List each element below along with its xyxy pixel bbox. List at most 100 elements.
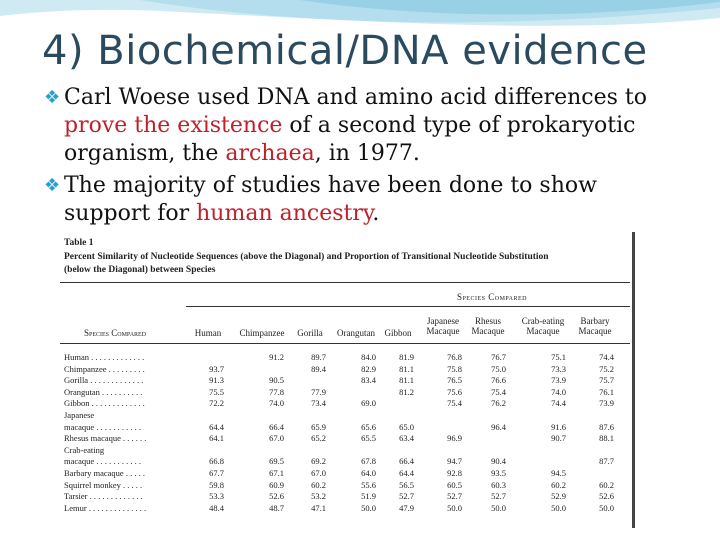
bullet-text: Carl Woese used DNA and amino acid diffe… — [44, 84, 704, 168]
column-header-text: Macaque — [426, 326, 460, 336]
table-cell: 75.4 — [491, 386, 506, 397]
table-cell: 76.1 — [599, 386, 614, 397]
table-cell: 75.8 — [447, 363, 462, 374]
bullet-line: prove the existence of a second type of … — [44, 112, 704, 140]
table-cell: 65.9 — [311, 421, 326, 432]
row-label: Lemur . . . . . . . . . . . . . . — [64, 502, 147, 513]
row-label: Human . . . . . . . . . . . . . — [64, 352, 145, 362]
table-cell: 76.5 — [447, 375, 462, 386]
row-label: Orangutan . . . . . . . . . . — [64, 386, 143, 397]
table-cell: 75.0 — [491, 363, 506, 374]
column-header: Orangutan — [332, 328, 380, 338]
column-header-text: Macaque — [578, 326, 612, 336]
table-cell: 60.2 — [599, 479, 614, 490]
table-cell: 67.1 — [269, 468, 284, 478]
table-cell: 72.2 — [209, 398, 224, 409]
table-rule — [60, 282, 630, 283]
table-cell: 69.5 — [269, 456, 284, 467]
table-cell: 91.3 — [209, 375, 224, 386]
table-cell: 93.7 — [209, 363, 224, 374]
table-caption-line-2: (below the Diagonal) between Species — [64, 265, 216, 275]
table-cell: 94.5 — [551, 468, 566, 478]
column-header-text: Orangutan — [337, 328, 375, 338]
table-cell: 64.4 — [209, 421, 224, 432]
table-cell: 81.1 — [399, 375, 414, 386]
table-cell: 60.2 — [311, 479, 326, 490]
table-cell: 74.4 — [551, 398, 566, 409]
table-cell: 75.2 — [599, 363, 614, 374]
bullet-human-ancestry: ❖ The majority of studies have been done… — [44, 172, 704, 228]
table-cell: 47.1 — [311, 502, 326, 513]
table-cell: 64.0 — [361, 468, 376, 478]
table-cell: 75.7 — [599, 375, 614, 386]
table-cell: 91.2 — [269, 352, 284, 362]
table-cell: 84.0 — [361, 352, 376, 362]
table-cell: 76.2 — [491, 398, 506, 409]
table-cell: 67.0 — [311, 468, 326, 478]
row-label: Tarsier . . . . . . . . . . . . . — [64, 491, 143, 502]
table-cell: 50.0 — [551, 502, 566, 513]
table-cell: 53.2 — [311, 491, 326, 502]
column-header-text: Chimpanzee — [239, 328, 285, 338]
table-cell: 56.5 — [399, 479, 414, 490]
row-label: macaque . . . . . . . . . . . — [64, 421, 141, 432]
table-cell: 65.5 — [361, 433, 376, 444]
table-cell: 96.4 — [491, 421, 506, 432]
table-label: Table 1 — [64, 238, 94, 248]
table-cell: 60.3 — [491, 479, 506, 490]
row-label: Gibbon . . . . . . . . . . . . . — [64, 398, 145, 409]
table-cell: 66.8 — [209, 456, 224, 467]
table-cell: 50.0 — [361, 502, 376, 513]
table-cell: 83.4 — [361, 375, 376, 386]
table-cell: 67.7 — [209, 468, 224, 478]
table-cell: 64.4 — [399, 468, 414, 478]
table-cell: 67.0 — [269, 433, 284, 444]
bullet-icon: ❖ — [44, 87, 61, 108]
table-cell: 81.2 — [399, 386, 414, 397]
table-cell: 74.0 — [551, 386, 566, 397]
column-header-text: Barbary — [580, 316, 610, 326]
decorative-swoosh — [0, 0, 720, 26]
column-header: Human — [188, 328, 228, 338]
column-header: Chimpanzee — [236, 328, 288, 338]
row-label: Crab-eating — [64, 444, 105, 455]
table-cell: 81.1 — [399, 363, 414, 374]
row-header: Species Compared — [84, 328, 147, 338]
bullet-icon: ❖ — [44, 175, 61, 196]
table-cell: 52.7 — [491, 491, 506, 502]
column-header-text: Human — [194, 328, 222, 338]
column-header-text: Crab-eating — [521, 316, 565, 326]
emphasis-text: archaea — [225, 141, 315, 166]
table-cell: 52.6 — [599, 491, 614, 502]
column-header-text: Rhesus — [474, 316, 501, 326]
row-label: Gorilla . . . . . . . . . . . . . — [64, 375, 144, 386]
row-label: Chimpanzee . . . . . . . . . — [64, 363, 145, 374]
bullet-line: The majority of studies have been done t… — [44, 172, 704, 200]
bullet-woese: ❖ Carl Woese used DNA and amino acid dif… — [44, 84, 704, 168]
table-cell: 90.5 — [269, 375, 284, 386]
bullet-line: Carl Woese used DNA and amino acid diffe… — [44, 84, 704, 112]
table-cell: 69.0 — [361, 398, 376, 409]
table-cell: 90.7 — [551, 433, 566, 444]
table-cell: 96.9 — [447, 433, 462, 444]
table-cell: 60.2 — [551, 479, 566, 490]
table-cell: 73.4 — [311, 398, 326, 409]
table-cell: 65.6 — [361, 421, 376, 432]
table-cell: 52.7 — [447, 491, 462, 502]
table-cell: 76.7 — [491, 352, 506, 362]
emphasis-text: prove the existence — [64, 113, 283, 138]
group-header: Species Compared — [456, 292, 528, 302]
table-cell: 75.6 — [447, 386, 462, 397]
body-text: of a second type of prokaryotic — [282, 113, 636, 138]
table-cell: 90.4 — [491, 456, 506, 467]
table-cell: 74.4 — [599, 352, 614, 362]
column-header: Japanese Macaque — [420, 316, 466, 336]
body-text: Carl Woese used DNA and amino acid diffe… — [64, 85, 648, 110]
table-cell: 52.6 — [269, 491, 284, 502]
table-cell: 48.7 — [269, 502, 284, 513]
table-cell: 60.9 — [269, 479, 284, 490]
table-cell: 92.8 — [447, 468, 462, 478]
header-rule — [60, 343, 630, 344]
table-cell: 52.7 — [399, 491, 414, 502]
table-cell: 51.9 — [361, 491, 376, 502]
